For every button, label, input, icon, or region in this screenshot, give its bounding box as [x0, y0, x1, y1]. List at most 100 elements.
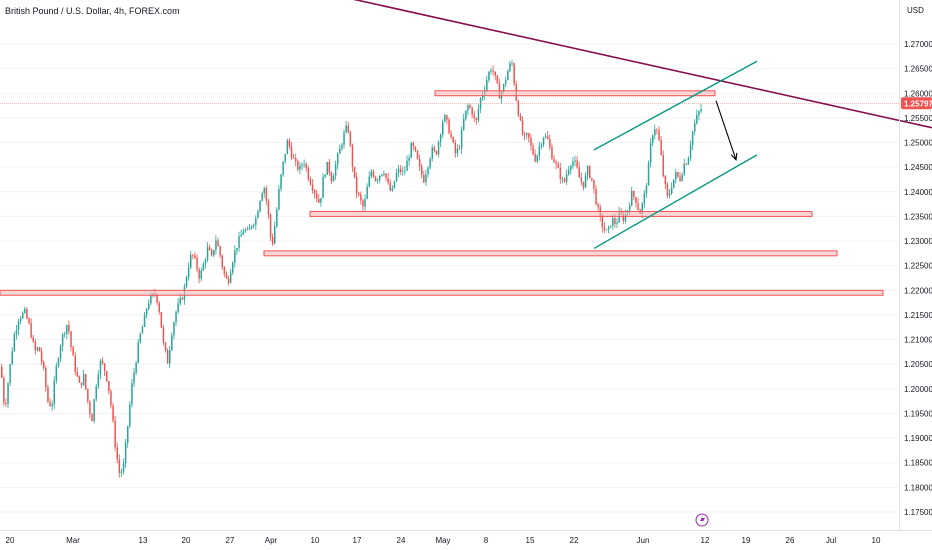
candle-body — [118, 459, 121, 473]
candle-body — [351, 145, 354, 167]
candle-body — [387, 178, 389, 183]
candle-body — [278, 189, 280, 210]
candle-body — [47, 387, 49, 402]
candle-body — [538, 146, 541, 156]
candle-body — [370, 171, 373, 177]
candle-body — [76, 371, 79, 377]
candle-body — [641, 203, 643, 215]
candle-body — [551, 146, 553, 160]
candle-body — [685, 163, 688, 165]
candle-body — [1, 366, 3, 378]
candle-body — [202, 263, 205, 271]
candle-body — [597, 204, 599, 208]
time-tick-label: 8 — [484, 536, 489, 545]
support-resistance-zones[interactable] — [0, 90, 884, 296]
candle-body — [410, 143, 412, 158]
candle-body — [362, 200, 364, 207]
candle-body — [561, 178, 564, 180]
candle-body — [528, 133, 530, 138]
candle-body — [521, 120, 524, 135]
candle-body — [446, 115, 448, 120]
candle-body — [544, 136, 547, 138]
candle-body — [381, 174, 383, 176]
candle-body — [433, 147, 436, 152]
candle-body — [448, 119, 450, 134]
candle-body — [135, 362, 137, 373]
candle-body — [263, 188, 265, 194]
candle-body — [72, 346, 74, 356]
price-tick-label: 1.25500 — [904, 114, 932, 123]
horizontal-zone — [309, 210, 813, 217]
candle-body — [425, 174, 427, 183]
candle-body — [540, 144, 543, 147]
candle-body — [288, 140, 291, 147]
candle-body — [334, 164, 337, 177]
candle-body — [427, 167, 429, 175]
candle-body — [435, 151, 438, 155]
candle-body — [30, 323, 32, 338]
candle-body — [496, 75, 499, 84]
candle-body — [494, 71, 496, 76]
candle-body — [259, 200, 261, 212]
candle-body — [460, 129, 463, 149]
candle-body — [101, 360, 104, 364]
candle-body — [120, 471, 123, 473]
drawings[interactable] — [0, 0, 932, 250]
candle-body — [683, 163, 685, 175]
time-axis[interactable]: 20 Mar 13 20 27 Apr 10 17 24 May 8 15 22 Jun 12 19 26 Jul… — [0, 530, 932, 546]
candle-body — [255, 218, 257, 225]
time-tick-label: 15 — [526, 536, 535, 545]
candle-body — [622, 213, 625, 222]
candle-body — [162, 327, 165, 343]
candle-body — [32, 337, 34, 342]
candle-body — [171, 335, 173, 350]
candle-body — [19, 318, 22, 322]
candle-body — [9, 364, 11, 384]
candle-body — [169, 349, 171, 364]
candle-body — [595, 188, 597, 205]
price-tick-label: 1.26000 — [904, 89, 932, 98]
price-tick-label: 1.24000 — [904, 188, 932, 197]
candle-body — [185, 277, 188, 287]
candle-body — [395, 172, 398, 182]
candle-body — [549, 138, 551, 147]
candle-body — [181, 297, 184, 300]
candle-body — [11, 351, 13, 365]
candle-body — [584, 175, 587, 188]
candle-body — [269, 214, 272, 237]
candle-body — [603, 227, 606, 231]
candle-body — [412, 143, 415, 147]
candle-body — [605, 229, 608, 231]
candle-body — [647, 162, 650, 186]
candle-body — [517, 100, 520, 116]
candle-body — [324, 174, 326, 177]
candle-body — [221, 255, 223, 268]
candle-body — [160, 311, 163, 328]
candle-body — [320, 198, 322, 203]
candle-body — [49, 401, 51, 407]
candle-body — [145, 308, 148, 315]
candle-body — [192, 254, 194, 256]
candle-body — [454, 142, 457, 154]
candle-body — [223, 267, 226, 274]
candle-body — [116, 447, 118, 460]
candle-body — [316, 193, 318, 199]
candles — [1, 59, 702, 478]
candle-body — [74, 355, 76, 372]
price-axis[interactable]: 1.27000 1.26500 1.26000 1.25500 1.25000 1.245… — [899, 0, 932, 530]
candle-body — [507, 70, 509, 81]
candle-body — [513, 63, 515, 85]
lightning-bolt-icon[interactable] — [695, 513, 709, 527]
event-marker-circle[interactable] — [695, 513, 709, 527]
candle-body — [654, 129, 656, 136]
candle-body — [38, 347, 41, 352]
candle-body — [250, 226, 253, 228]
candle-body — [103, 363, 106, 372]
candle-body — [366, 186, 368, 200]
candle-body — [28, 318, 30, 324]
candle-body — [53, 380, 55, 405]
candle-body — [698, 111, 700, 116]
price-tick-label: 1.25000 — [904, 139, 932, 148]
candle-body — [217, 240, 219, 247]
